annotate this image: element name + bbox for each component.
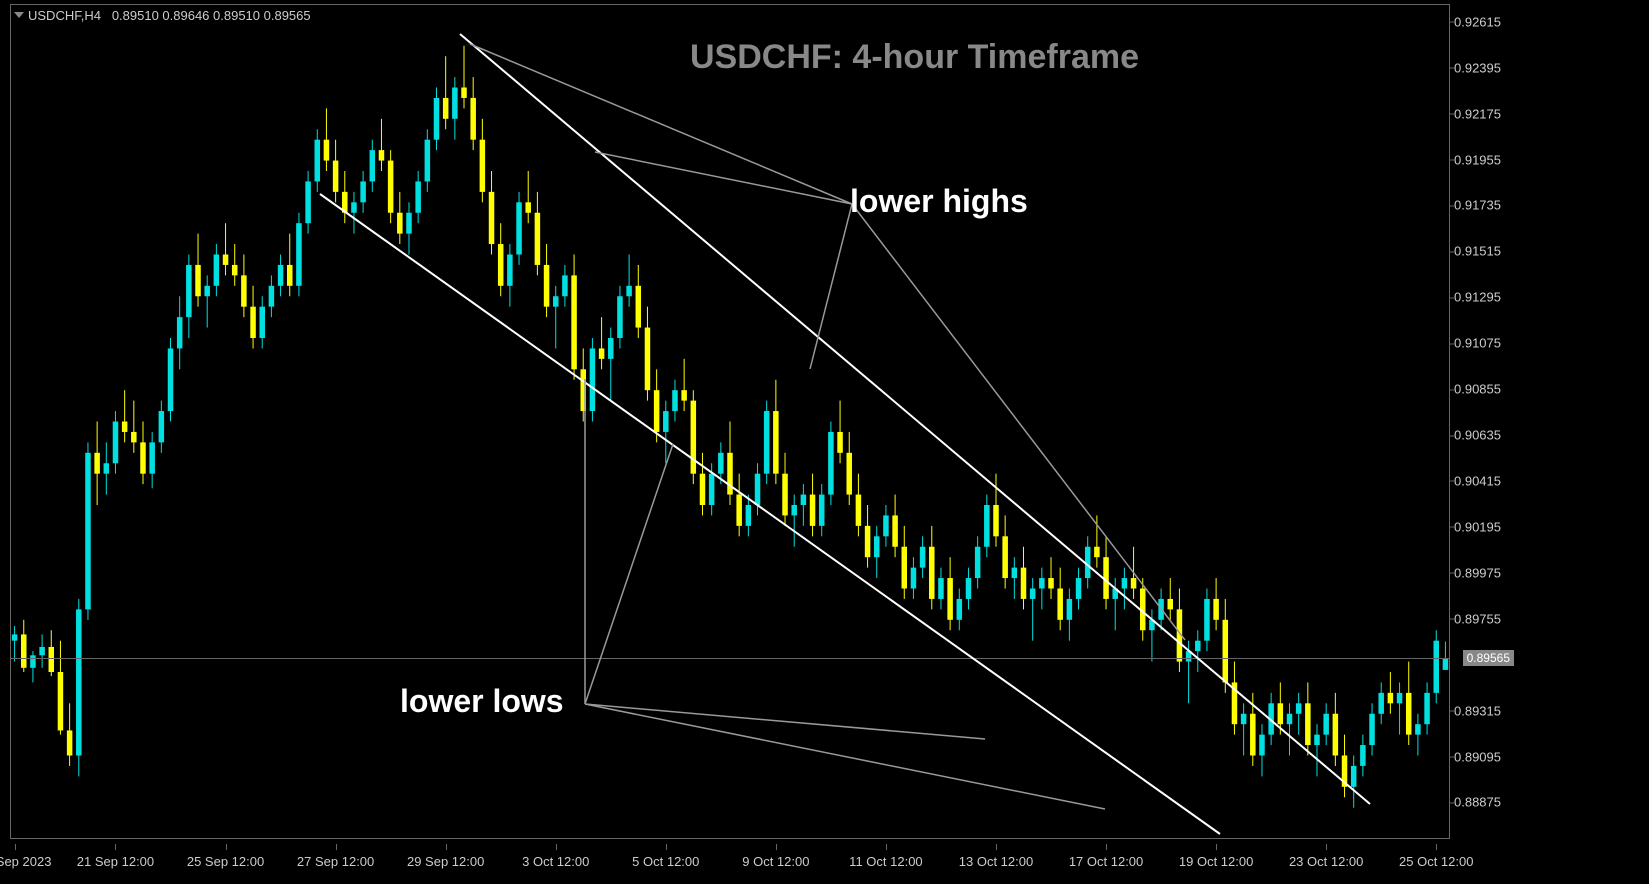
y-tick-label: 0.91075 [1454, 336, 1501, 351]
y-tick-label: 0.91515 [1454, 244, 1501, 259]
x-tick-label: 21 Sep 12:00 [77, 854, 154, 869]
y-tick-label: 0.89975 [1454, 565, 1501, 580]
x-tick-label: 23 Oct 12:00 [1289, 854, 1363, 869]
y-tick-label: 0.91735 [1454, 198, 1501, 213]
x-tick-label: 27 Sep 12:00 [297, 854, 374, 869]
chart-title: USDCHF: 4-hour Timeframe [690, 38, 1139, 77]
x-tick-label: 25 Sep 12:00 [187, 854, 264, 869]
x-tick-label: 19 Oct 12:00 [1179, 854, 1253, 869]
x-tick-label: 17 Oct 12:00 [1069, 854, 1143, 869]
annotation-lower-lows: lower lows [400, 683, 564, 720]
x-tick-label: 9 Oct 12:00 [742, 854, 809, 869]
x-axis: 19 Sep 202321 Sep 12:0025 Sep 12:0027 Se… [10, 844, 1450, 884]
current-price-label: 0.89565 [1463, 650, 1514, 666]
x-tick-label: 19 Sep 2023 [0, 854, 51, 869]
ohlc-label: 0.89510 0.89646 0.89510 0.89565 [112, 8, 311, 23]
y-tick-label: 0.90195 [1454, 519, 1501, 534]
x-tick-label: 29 Sep 12:00 [407, 854, 484, 869]
y-tick-label: 0.92615 [1454, 14, 1501, 29]
y-tick-label: 0.91295 [1454, 290, 1501, 305]
x-tick-label: 11 Oct 12:00 [849, 854, 922, 869]
chart-header: USDCHF,H4 0.89510 0.89646 0.89510 0.8956… [28, 8, 311, 23]
y-tick-label: 0.90855 [1454, 382, 1501, 397]
x-tick-label: 3 Oct 12:00 [522, 854, 589, 869]
y-tick-label: 0.92175 [1454, 106, 1501, 121]
y-tick-label: 0.89755 [1454, 611, 1501, 626]
y-tick-label: 0.89095 [1454, 749, 1501, 764]
x-tick-label: 25 Oct 12:00 [1399, 854, 1473, 869]
chart-container: USDCHF,H4 0.89510 0.89646 0.89510 0.8956… [0, 0, 1649, 884]
x-tick-label: 13 Oct 12:00 [959, 854, 1033, 869]
chart-area[interactable] [10, 4, 1450, 839]
dropdown-icon[interactable] [14, 12, 24, 18]
x-tick-label: 5 Oct 12:00 [632, 854, 699, 869]
y-tick-label: 0.90415 [1454, 473, 1501, 488]
current-price-line [10, 658, 1450, 659]
y-tick-label: 0.89315 [1454, 703, 1501, 718]
y-tick-label: 0.88875 [1454, 795, 1501, 810]
symbol-label: USDCHF,H4 [28, 8, 101, 23]
y-tick-label: 0.91955 [1454, 152, 1501, 167]
y-axis: 0.92615 0.92395 0.92175 0.91955 0.91735 0.915… [1454, 0, 1514, 840]
y-tick-label: 0.90635 [1454, 428, 1501, 443]
y-tick-label: 0.92395 [1454, 60, 1501, 75]
annotation-lower-highs: lower highs [850, 183, 1028, 220]
